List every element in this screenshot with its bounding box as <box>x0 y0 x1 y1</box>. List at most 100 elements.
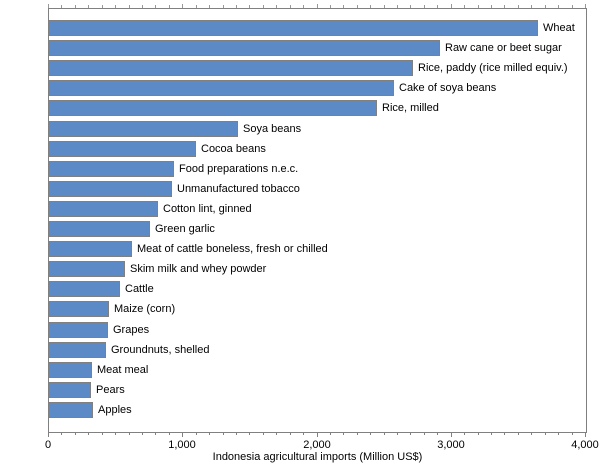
top-axis-tick <box>249 5 250 8</box>
top-axis-tick <box>182 4 183 8</box>
x-axis-minor-tick <box>410 432 411 435</box>
x-axis-minor-tick <box>464 432 465 435</box>
top-axis-tick <box>531 5 532 8</box>
x-axis-major-tick <box>317 432 318 437</box>
x-axis-minor-tick <box>303 432 304 435</box>
bar-label: Maize (corn) <box>114 303 176 315</box>
bar-label: Meat meal <box>97 364 149 376</box>
bar <box>49 382 91 398</box>
bar-label: Food preparations n.e.c. <box>179 163 299 175</box>
x-axis-tick-label: 2,000 <box>303 439 331 451</box>
x-axis-minor-tick <box>102 432 103 435</box>
top-axis-tick <box>518 5 519 8</box>
bar-label: Apples <box>98 404 132 416</box>
bar <box>49 181 172 197</box>
top-axis-tick <box>572 5 573 8</box>
bar-label: Groundnuts, shelled <box>111 344 210 356</box>
top-axis-tick <box>88 5 89 8</box>
bar <box>49 201 158 217</box>
top-axis-tick <box>451 4 452 8</box>
bar <box>49 60 413 76</box>
bar <box>49 100 377 116</box>
top-axis-tick <box>504 5 505 8</box>
x-axis-minor-tick <box>357 432 358 435</box>
top-axis-tick <box>129 5 130 8</box>
top-axis-tick <box>75 5 76 8</box>
plot-area: Wheat Raw cane or beet sugar Rice, paddy (… <box>48 8 587 433</box>
x-axis-tick-label: 3,000 <box>437 439 465 451</box>
bar-label: Meat of cattle boneless, fresh or chille… <box>137 243 328 255</box>
x-axis-minor-tick <box>478 432 479 435</box>
x-axis-minor-tick <box>545 432 546 435</box>
top-axis-tick <box>330 5 331 8</box>
top-axis-tick <box>464 5 465 8</box>
top-axis-tick <box>61 5 62 8</box>
top-axis-tick <box>209 5 210 8</box>
bar-label: Soya beans <box>243 123 302 135</box>
x-axis-minor-tick <box>75 432 76 435</box>
x-axis-minor-tick <box>330 432 331 435</box>
x-axis-major-tick <box>451 432 452 437</box>
top-axis-tick <box>384 5 385 8</box>
bar <box>49 121 238 137</box>
top-axis-tick <box>290 5 291 8</box>
x-axis-minor-tick <box>209 432 210 435</box>
bar-label: Grapes <box>113 324 150 336</box>
bar <box>49 342 106 358</box>
x-axis-major-tick <box>182 432 183 437</box>
bar-label: Rice, milled <box>382 102 439 114</box>
x-axis-major-tick <box>585 432 586 437</box>
top-axis-tick <box>236 5 237 8</box>
x-axis-major-tick <box>48 432 49 437</box>
bar <box>49 362 92 378</box>
x-axis-minor-tick <box>370 432 371 435</box>
bar <box>49 241 132 257</box>
bar <box>49 402 93 418</box>
x-axis-minor-tick <box>223 432 224 435</box>
bar <box>49 40 440 56</box>
x-axis-minor-tick <box>88 432 89 435</box>
bar <box>49 301 109 317</box>
top-axis-tick <box>317 4 318 8</box>
bar <box>49 322 108 338</box>
x-axis-minor-tick <box>558 432 559 435</box>
top-axis-tick <box>410 5 411 8</box>
x-axis-minor-tick <box>437 432 438 435</box>
x-axis-minor-tick <box>129 432 130 435</box>
x-axis-minor-tick <box>384 432 385 435</box>
bar <box>49 281 120 297</box>
top-axis-tick <box>155 5 156 8</box>
x-axis-tick-label: 4,000 <box>571 439 599 451</box>
x-axis-minor-tick <box>196 432 197 435</box>
bar-label: Unmanufactured tobacco <box>177 183 300 195</box>
bar <box>49 20 538 36</box>
top-axis-tick <box>303 5 304 8</box>
top-axis-tick <box>437 5 438 8</box>
x-axis-tick-label: 0 <box>44 439 52 451</box>
x-axis-title: Indonesia agricultural imports (Million … <box>212 451 423 463</box>
bar-label: Green garlic <box>155 223 215 235</box>
bar-label: Raw cane or beet sugar <box>445 42 562 54</box>
bar <box>49 80 394 96</box>
x-axis-minor-tick <box>531 432 532 435</box>
bar <box>49 161 174 177</box>
x-axis-minor-tick <box>572 432 573 435</box>
x-axis-minor-tick <box>276 432 277 435</box>
top-axis-tick <box>370 5 371 8</box>
bar-label: Pears <box>96 384 125 396</box>
x-axis-minor-tick <box>155 432 156 435</box>
bar-label: Skim milk and whey powder <box>130 263 267 275</box>
bar-label: Wheat <box>543 22 575 34</box>
top-axis-tick <box>491 5 492 8</box>
x-axis-minor-tick <box>397 432 398 435</box>
top-axis-tick <box>585 4 586 8</box>
top-axis-tick <box>343 5 344 8</box>
x-axis-minor-tick <box>115 432 116 435</box>
x-axis-minor-tick <box>343 432 344 435</box>
bar-label: Cocoa beans <box>201 143 266 155</box>
bar-label: Rice, paddy (rice milled equiv.) <box>418 62 568 74</box>
x-axis-minor-tick <box>263 432 264 435</box>
top-axis-tick <box>276 5 277 8</box>
bar <box>49 221 150 237</box>
